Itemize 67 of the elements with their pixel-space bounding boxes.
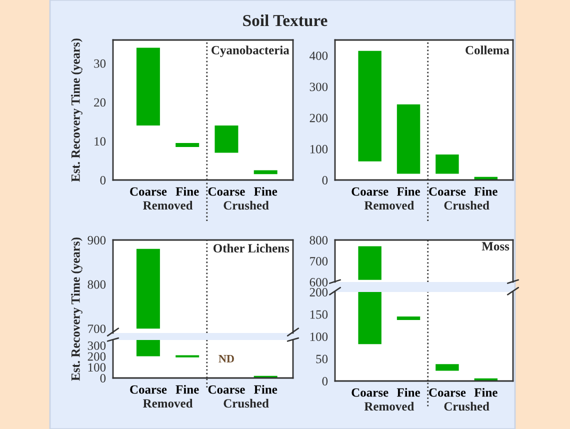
x-tick-label: Fine <box>176 186 199 196</box>
x-tick-label: Coarse <box>352 187 388 196</box>
x-tick-label: Fine <box>254 384 278 394</box>
x-tick-label: Fine <box>176 384 199 394</box>
text: Crushed <box>224 398 269 408</box>
y-tick-label: 800 <box>88 280 106 289</box>
bar <box>254 170 278 174</box>
y-tick-label: 900 <box>88 236 106 244</box>
x-tick-label: Coarse <box>429 388 466 397</box>
y-tick-label: 700 <box>88 324 106 334</box>
bar <box>358 292 382 344</box>
y-tick-label: 20 <box>94 98 106 107</box>
bar <box>176 143 200 147</box>
text: Removed <box>364 200 414 210</box>
x-tick-label: Coarse <box>130 187 167 196</box>
text: Removed <box>143 200 193 210</box>
y-tick-label: 100 <box>88 363 106 372</box>
y-axis-title: Est. Recovery Time (years) <box>71 238 82 381</box>
y-tick-label: 400 <box>310 52 328 60</box>
y-tick-label: 300 <box>310 82 328 92</box>
bar <box>358 50 382 162</box>
text: Crushed <box>224 200 269 210</box>
annotation: Collema <box>466 46 510 54</box>
bar <box>396 104 420 174</box>
y-tick-label: 0 <box>100 176 106 184</box>
annotation: Moss <box>482 242 510 250</box>
text: Removed <box>143 398 193 408</box>
text: ND <box>218 355 234 362</box>
text: Crushed <box>444 200 490 210</box>
chart-title: Soil Texture <box>243 14 328 26</box>
y-tick-label: 100 <box>310 144 328 154</box>
y-tick-label: 600 <box>310 278 328 286</box>
y-tick-label: 0 <box>322 377 328 386</box>
x-tick-label: Coarse <box>208 385 245 394</box>
bar <box>436 364 459 371</box>
y-tick-label: 200 <box>88 352 106 361</box>
bar <box>396 316 420 320</box>
x-tick-label: Coarse <box>429 187 466 196</box>
x-tick-label: Coarse <box>352 388 388 397</box>
y-tick-label: 300 <box>88 341 106 350</box>
x-tick-label: Fine <box>254 186 278 196</box>
y-tick-label: 30 <box>94 59 106 68</box>
text: Crushed <box>444 402 490 411</box>
x-tick-label: Coarse <box>130 385 167 394</box>
bar <box>136 340 160 356</box>
x-tick-label: Fine <box>474 388 498 397</box>
x-tick-label: Fine <box>396 388 420 397</box>
bar <box>436 154 459 174</box>
y-tick-label: 700 <box>310 257 328 266</box>
x-tick-label: Fine <box>396 186 420 196</box>
x-tick-label: Fine <box>474 186 498 196</box>
text: Removed <box>364 402 414 411</box>
y-tick-label: 200 <box>310 288 328 296</box>
y-tick-label: 10 <box>94 137 106 146</box>
y-tick-label: 150 <box>310 310 328 319</box>
annotation: Cyanobacteria <box>212 46 290 57</box>
y-tick-label: 800 <box>310 236 328 244</box>
bar <box>136 48 160 126</box>
annotation: Other Lichens <box>213 244 290 253</box>
y-tick-label: 200 <box>310 114 328 122</box>
y-axis-title: Est. Recovery Time (years) <box>71 38 82 182</box>
y-tick-label: 0 <box>100 374 106 382</box>
y-tick-label: 0 <box>322 176 328 184</box>
y-tick-label: 50 <box>316 354 328 364</box>
bar <box>214 126 238 153</box>
y-tick-label: 100 <box>310 332 328 341</box>
x-tick-label: Coarse <box>208 187 245 196</box>
